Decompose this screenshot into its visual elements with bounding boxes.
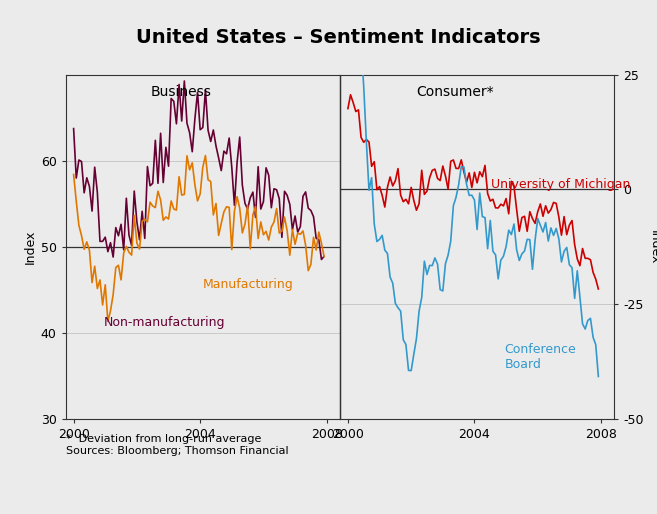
Text: Conference
Board: Conference Board [505, 343, 576, 371]
Text: Non-manufacturing: Non-manufacturing [104, 316, 225, 328]
Text: Business: Business [150, 85, 212, 99]
Text: Consumer*: Consumer* [417, 85, 494, 99]
Text: *  Deviation from long-run average
Sources: Bloomberg; Thomson Financial: * Deviation from long-run average Source… [66, 434, 288, 456]
Text: United States – Sentiment Indicators: United States – Sentiment Indicators [136, 28, 541, 47]
Text: Manufacturing: Manufacturing [203, 278, 294, 291]
Y-axis label: Index: Index [24, 230, 37, 264]
Y-axis label: Index: Index [648, 230, 657, 264]
Text: University of Michigan: University of Michigan [491, 178, 630, 191]
